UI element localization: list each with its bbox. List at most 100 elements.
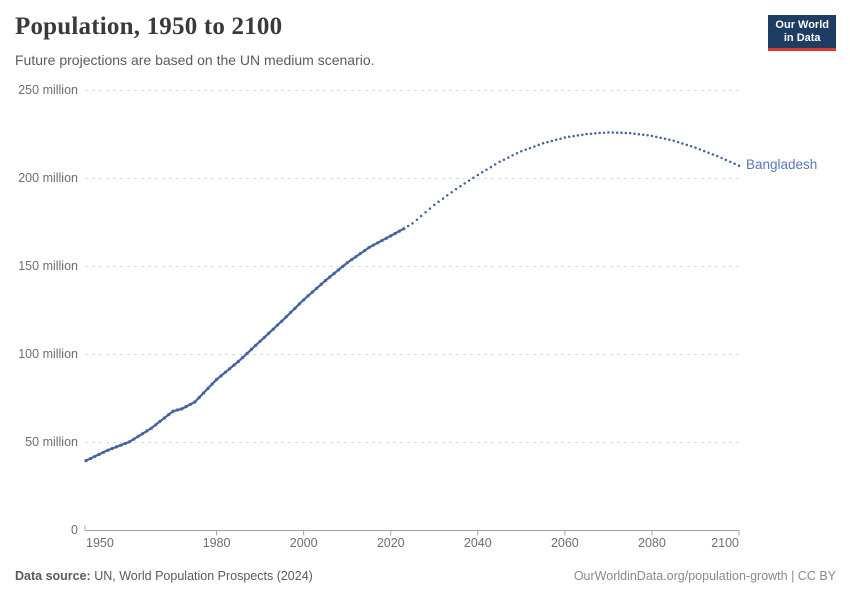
projection-dot [611,131,615,134]
data-point-marker [384,236,388,240]
data-point-marker [154,423,158,427]
data-point-marker [254,343,258,347]
projection-dot [598,131,601,135]
projection-dot [628,131,632,135]
x-axis-tick-label: 1950 [86,536,114,550]
data-point-marker [397,229,401,233]
data-point-marker [93,454,97,459]
data-point-marker [145,429,149,433]
data-point-marker [241,355,245,360]
data-point-marker [302,298,306,302]
data-point-marker [127,440,132,444]
projection-dot [463,182,466,185]
projection-dot [676,140,680,144]
projection-dot [602,131,606,134]
y-axis-tick-label: 0 [71,522,78,537]
data-point-marker [193,400,197,404]
projection-dot [585,132,588,136]
projection-dot [511,154,514,157]
projection-dot [563,136,567,139]
projection-dot [724,158,728,162]
projection-dot [589,132,593,135]
data-point-marker [110,447,114,451]
data-point-marker [88,457,92,461]
data-point-marker [184,405,188,409]
projection-dot [441,197,445,200]
footer-source-text: UN, World Population Prospects (2024) [90,569,313,583]
data-point-marker [293,306,297,310]
x-axis-tick-label: 2080 [638,536,666,550]
projection-dot [715,154,719,158]
x-axis-tick-label: 2020 [376,536,405,550]
footer-source-label: Data source: [15,569,91,583]
projection-dot [415,218,419,221]
projection-dot [502,158,506,161]
projection-dot [467,179,471,182]
data-point-marker [389,234,393,238]
data-point-marker [215,377,219,382]
projection-dot [707,151,710,155]
projection-dot [507,156,510,159]
projection-dot [737,164,741,167]
projection-dot [437,200,440,203]
projection-dot [615,131,619,134]
owid-logo[interactable]: Our World in Data [768,15,836,51]
data-point-marker [123,441,127,446]
projection-dot [520,149,523,153]
data-point-marker [201,391,206,395]
data-point-marker [106,448,110,452]
data-point-marker [297,302,301,306]
footer-link[interactable]: OurWorldinData.org/population-growth | C… [573,569,836,583]
projection-dot [681,142,684,145]
projection-dot [633,132,636,135]
projection-dot [433,203,436,207]
data-point-marker [119,443,123,447]
projection-dot [607,131,610,134]
data-point-marker [323,279,327,283]
projection-dot [550,139,554,143]
data-point-marker [236,359,240,364]
data-point-marker [284,315,288,319]
data-point-marker [132,437,136,441]
data-point-marker [223,370,227,374]
data-point-marker [271,327,275,331]
y-axis-tick-label: 50 million [25,434,78,449]
data-point-marker [310,290,314,294]
footer-source: Data source: UN, World Population Prospe… [15,569,313,583]
data-point-marker [228,367,232,371]
data-point-marker [328,275,332,279]
data-point-marker [393,231,397,236]
projection-dot [711,153,715,156]
x-axis-tick-label: 1980 [202,536,231,550]
projection-dot [424,211,427,214]
projection-dot [515,152,519,155]
projection-dot [650,134,654,138]
entity-label-bangladesh[interactable]: Bangladesh [746,156,818,172]
data-point-marker [188,402,193,406]
gridlines [85,90,739,443]
data-point-marker [197,395,201,400]
projection-dot [698,148,702,151]
projection-dot [668,138,671,141]
projection-dot [659,136,662,140]
projection-dot [480,171,484,174]
data-point-marker [97,452,101,456]
data-point-marker [402,227,406,231]
data-point-marker [319,282,323,286]
x-axis-tick-label: 2060 [550,536,579,550]
projection-dot [419,214,423,218]
x-axis-tick-label: 2040 [463,536,492,550]
projection-dot [646,134,649,137]
x-axis-tick-label: 2000 [289,536,318,550]
data-point-marker [171,409,175,413]
projection-dot [411,222,414,225]
data-point-marker [84,459,88,463]
data-point-marker [175,408,179,412]
chart-subtitle: Future projections are based on the UN m… [15,52,375,68]
projection-dot [576,134,580,137]
projection-dot [694,146,697,149]
data-point-marker [141,432,145,436]
projection-dot [620,131,623,135]
projection-dot [663,137,667,141]
